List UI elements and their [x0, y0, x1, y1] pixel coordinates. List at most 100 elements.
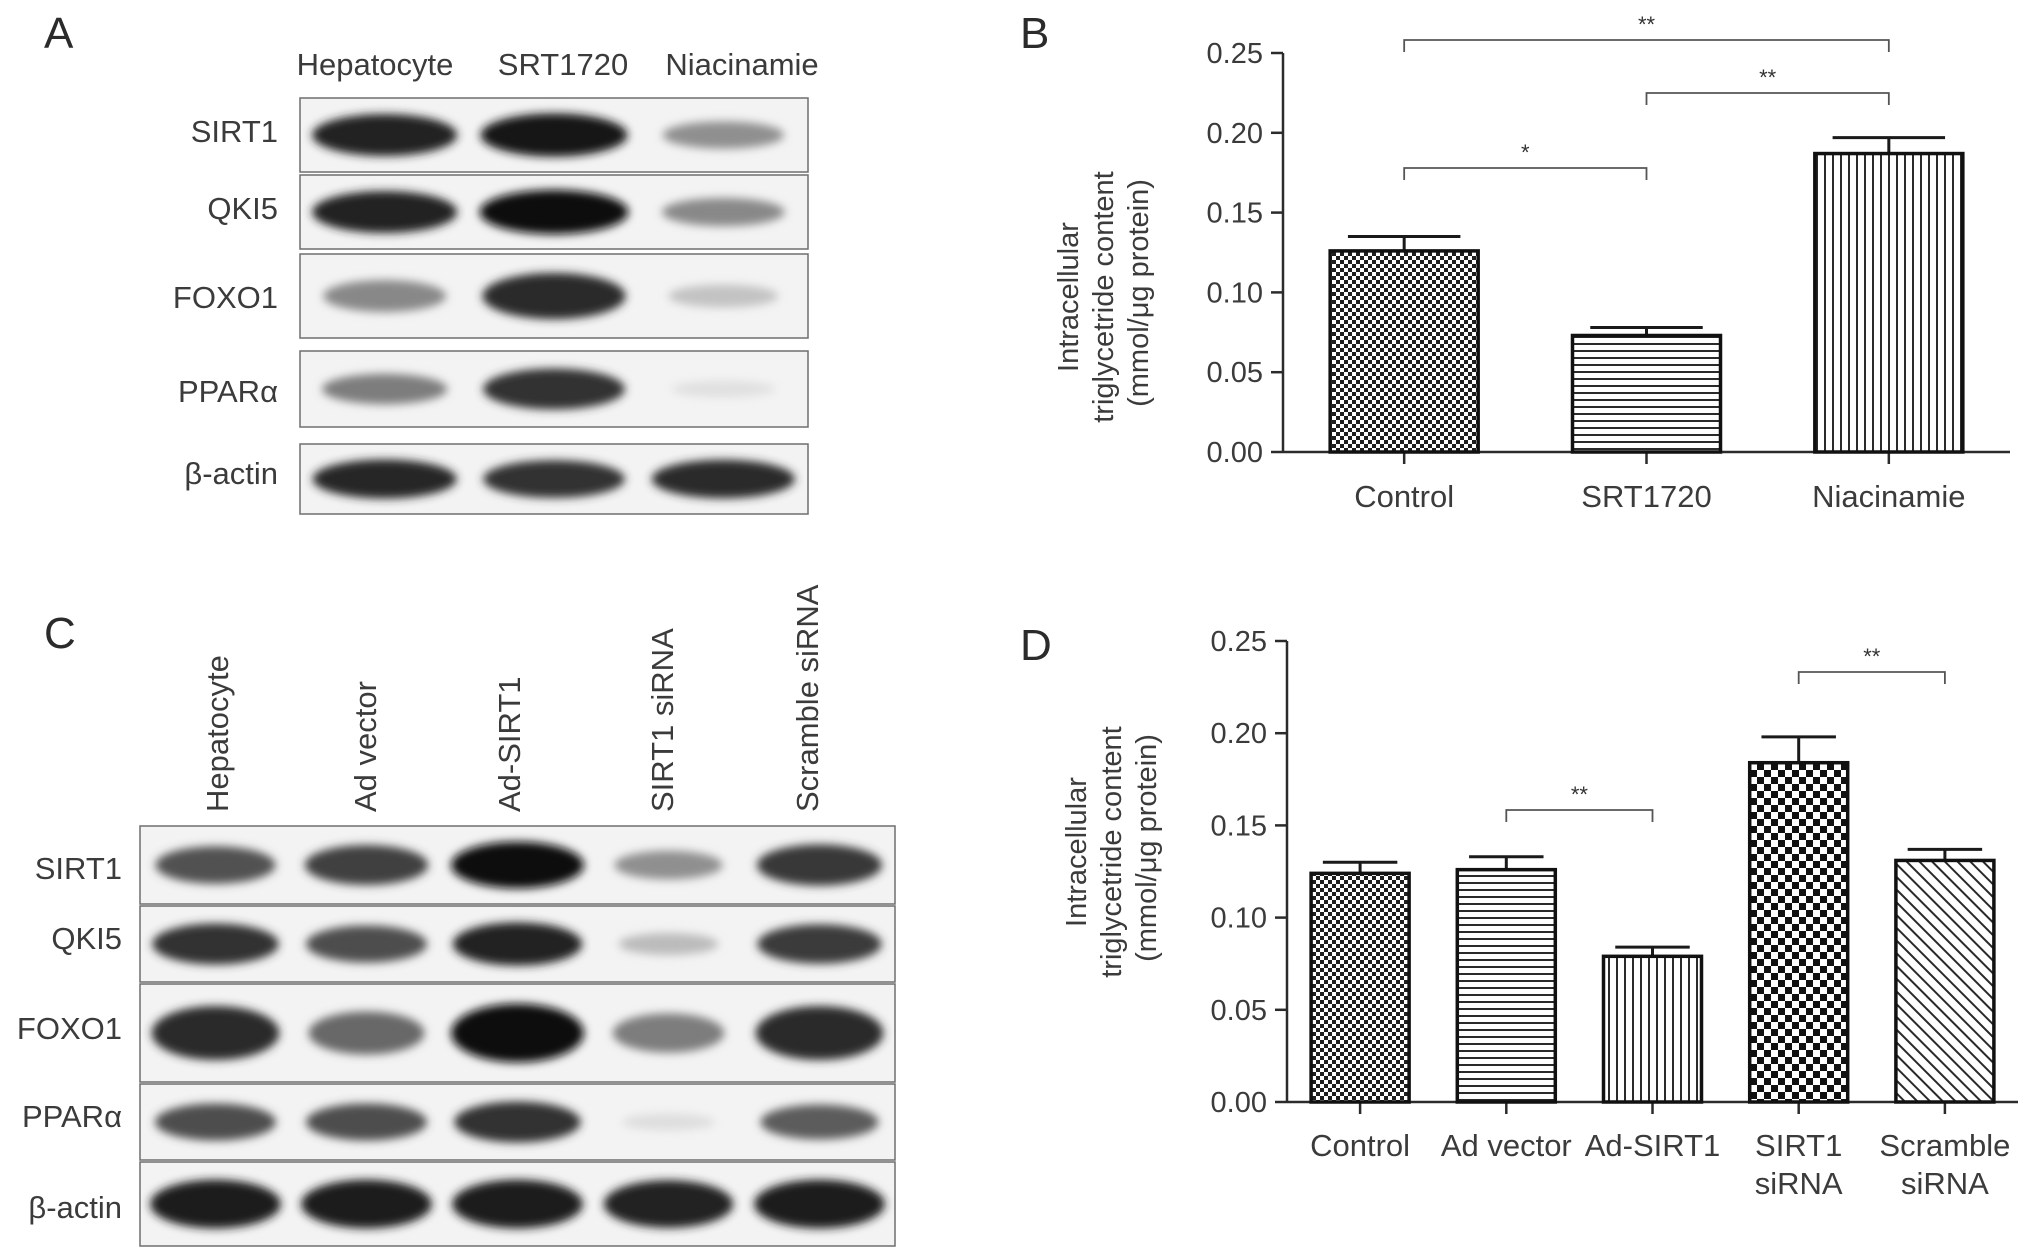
panel-b-bar-chart: B Intracellular triglycetride content (m…	[1020, 9, 2010, 514]
panel-c-lane-labels: Hepatocyte Ad vector Ad-SIRT1 SIRT1 siRN…	[200, 584, 825, 812]
blot-strip	[299, 97, 809, 173]
blot-band	[618, 933, 719, 955]
blot-band	[668, 284, 779, 308]
blot-band	[662, 121, 785, 149]
significance-label: **	[1759, 65, 1777, 90]
blot-band	[151, 1005, 280, 1061]
significance-bracket	[1403, 39, 1890, 52]
panel-b-y-axis-title-line: Intracellular	[1053, 222, 1085, 372]
bar	[1894, 858, 1996, 1104]
blot-band	[308, 1011, 425, 1055]
blot-band	[661, 197, 785, 227]
significance-bracket	[1505, 809, 1654, 822]
blot-band	[454, 1101, 581, 1143]
bar	[1601, 954, 1704, 1104]
blot-band	[754, 1179, 885, 1229]
panel-letter-c: C	[44, 609, 76, 658]
x-category-label: Ad vector	[1441, 1128, 1572, 1163]
x-category-label: SRT1720	[1581, 479, 1711, 514]
panel-a-row-label: QKI5	[207, 191, 278, 226]
blot-band	[451, 1003, 584, 1063]
y-tick-label: 0.00	[1211, 1087, 1267, 1119]
panel-c-lane-label: Scramble siRNA	[790, 584, 825, 812]
significance-label: **	[1571, 782, 1589, 807]
blot-strip	[299, 253, 809, 339]
panel-c-blot-rows: SIRT1 QKI5 FOXO1 PPARα β-actin	[17, 825, 896, 1247]
blot-band	[305, 925, 428, 963]
blot-band	[323, 280, 447, 312]
y-tick-label: 0.10	[1211, 903, 1267, 935]
panel-c-row-label: β-actin	[28, 1190, 122, 1225]
bar	[1570, 333, 1723, 454]
panel-b-y-axis-title-line: triglycetride content	[1088, 171, 1120, 422]
panel-c-lane-label: Hepatocyte	[200, 655, 235, 812]
significance-bracket	[1797, 671, 1946, 684]
blot-band	[451, 841, 584, 889]
x-category-label-line: siRNA	[1755, 1166, 1843, 1201]
panel-a-western-blot: A Hepatocyte SRT1720 Niacinamie SIRT1 QK…	[44, 9, 819, 515]
y-tick-label: 0.05	[1211, 995, 1267, 1027]
panel-letter-b: B	[1020, 9, 1049, 58]
panel-c-lane-label: Ad vector	[348, 681, 383, 812]
blot-strip	[139, 1083, 896, 1161]
x-category-label: Ad-SIRT1	[1585, 1128, 1721, 1163]
significance-bracket	[1645, 92, 1890, 105]
y-tick-label: 0.10	[1207, 277, 1263, 309]
panel-letter-a: A	[44, 9, 74, 58]
blot-band	[322, 373, 448, 405]
panel-b-y-axis-title: Intracellular triglycetride content (mmo…	[1053, 163, 1155, 423]
blot-strip	[299, 174, 809, 250]
bar	[1309, 871, 1411, 1104]
panel-c-western-blot: C Hepatocyte Ad vector Ad-SIRT1 SIRT1 si…	[17, 584, 896, 1247]
blot-band	[603, 1180, 734, 1228]
panel-a-row-label: PPARα	[178, 374, 278, 409]
x-category-label-line: Control	[1310, 1128, 1410, 1163]
significance-label: **	[1863, 644, 1881, 669]
blot-strip	[139, 825, 896, 905]
panel-b-y-axis-title-line: (mmol/μg protein)	[1123, 179, 1155, 407]
panel-c-row-label: PPARα	[22, 1099, 122, 1134]
panel-d-y-axis-title-line: triglycetride content	[1096, 726, 1128, 977]
blot-band	[755, 1005, 884, 1061]
panel-c-lane-label: Ad-SIRT1	[492, 676, 527, 812]
blot-band	[301, 1179, 432, 1229]
panel-c-row-label: FOXO1	[17, 1011, 122, 1046]
significance-label: **	[1638, 12, 1656, 37]
x-category-label: Scramble siRNA	[1879, 1128, 2010, 1201]
x-category-label: Control	[1354, 479, 1454, 514]
x-category-label-line: SRT1720	[1581, 479, 1711, 514]
blot-band	[651, 459, 795, 499]
x-category-label-line: siRNA	[1901, 1166, 1989, 1201]
panel-c-row-label: QKI5	[51, 921, 122, 956]
blot-band	[614, 850, 723, 880]
blot-band	[671, 380, 776, 398]
blot-band	[483, 460, 625, 498]
blot-band	[312, 459, 457, 499]
blot-strip	[299, 350, 809, 428]
x-category-label-line: Scramble	[1879, 1128, 2010, 1163]
bar	[1455, 867, 1558, 1104]
blot-band	[150, 1179, 281, 1229]
panel-a-lane-label: SRT1720	[498, 47, 628, 82]
blot-strip	[299, 443, 809, 515]
bar	[1328, 249, 1480, 454]
blot-band	[479, 189, 629, 235]
x-category-label-line: SIRT1	[1755, 1128, 1842, 1163]
panel-a-row-label: FOXO1	[173, 280, 278, 315]
significance-label: *	[1521, 140, 1530, 165]
blot-band	[756, 844, 883, 886]
blot-band	[312, 113, 458, 157]
x-category-label-line: Ad vector	[1441, 1128, 1572, 1163]
blot-band	[155, 846, 276, 884]
bar	[1813, 151, 1965, 454]
x-category-label: SIRT1 siRNA	[1755, 1128, 1843, 1201]
panel-letter-d: D	[1020, 621, 1052, 670]
panel-a-row-label: SIRT1	[191, 114, 278, 149]
panel-a-lane-label: Hepatocyte	[297, 47, 454, 82]
panel-d-y-axis-title: Intracellular triglycetride content (mmo…	[1061, 718, 1163, 978]
blot-band	[480, 113, 628, 157]
y-tick-label: 0.00	[1207, 437, 1263, 469]
panel-a-row-label: β-actin	[184, 456, 278, 491]
panel-a-blot-rows: SIRT1 QKI5 FOXO1 PPARα β-actin	[173, 97, 809, 515]
